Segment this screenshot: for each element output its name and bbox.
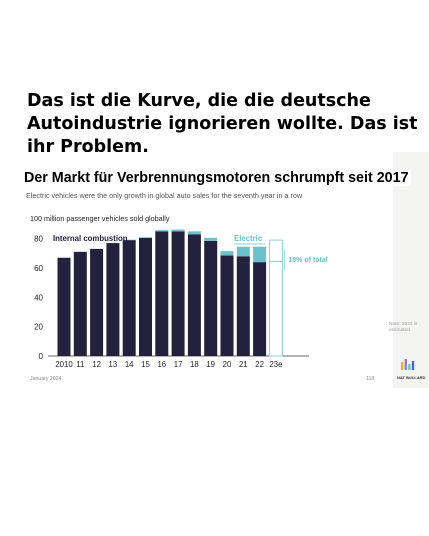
page-number: 118 — [366, 376, 375, 382]
bar-internal-combustion — [155, 231, 169, 356]
x-tick-label: 12 — [92, 360, 101, 369]
bar-electric — [139, 237, 152, 238]
bar-electric — [187, 231, 201, 235]
footer-date: January 2024 — [30, 376, 62, 382]
bar-internal-combustion — [220, 255, 234, 356]
x-tick-label: 11 — [76, 360, 84, 369]
bar-internal-combustion — [90, 248, 104, 356]
bar-internal-combustion — [253, 262, 267, 356]
x-tick-label: 23e — [269, 360, 282, 369]
x-tick-label: 16 — [157, 360, 166, 369]
x-tick-label: 21 — [239, 360, 248, 369]
y-tick-label: 80 — [34, 235, 43, 244]
bar-internal-combustion — [122, 240, 136, 356]
bar-electric — [204, 237, 218, 241]
y-tick-label: 60 — [34, 264, 43, 273]
series-label-electric: Electric — [234, 234, 263, 243]
y-tick-label: 40 — [34, 293, 43, 302]
x-tick-label: 14 — [125, 360, 134, 369]
bar-internal-combustion — [57, 257, 71, 356]
y-axis-unit-label: 100 million passenger vehicles sold glob… — [30, 214, 170, 223]
bar-internal-combustion — [171, 231, 185, 356]
y-tick-label: 20 — [34, 323, 43, 332]
bar-chart: 0 20 40 60 80 2010 11 12 13 14 15 16 17 18 19 20 21 22 23e… — [34, 229, 328, 369]
bar-internal-combustion — [73, 251, 87, 356]
chart-title: Der Markt für Verbrennungsmotoren schrum… — [24, 170, 411, 186]
x-tick-label: 18 — [190, 360, 199, 369]
bar-electric — [171, 229, 185, 232]
bar-internal-combustion — [236, 256, 250, 356]
bar-electric — [155, 230, 169, 232]
bar-internal-combustion — [204, 240, 218, 356]
x-tick-label: 19 — [206, 360, 215, 369]
bar-internal-combustion — [187, 234, 201, 356]
x-tick-label: 20 — [223, 360, 232, 369]
series-label-internal-combustion: Internal combustion — [53, 234, 128, 243]
bar-estimated-total — [268, 239, 283, 357]
annotation-share-label: 18% of total — [288, 257, 327, 264]
slide-side-panel — [393, 152, 429, 388]
x-tick-label: 13 — [109, 360, 118, 369]
chart-subtitle: Electric vehicles were the only growth i… — [26, 191, 303, 200]
brand-logo: NAT BULLARD — [397, 357, 426, 380]
x-tick-label: 17 — [174, 360, 183, 369]
bar-electric — [253, 246, 267, 263]
chart-note: Note: 2023 is estimated. — [389, 322, 418, 333]
bar-electric — [220, 251, 234, 256]
bar-internal-combustion — [139, 237, 152, 356]
x-tick-label: 15 — [141, 360, 150, 369]
x-tick-label: 2010 — [55, 360, 73, 369]
y-tick-label: 0 — [39, 352, 44, 361]
bar-electric — [236, 246, 250, 257]
bar-internal-combustion — [106, 243, 120, 356]
chart-slide: 0 20 40 60 80 2010 11 12 13 14 15 16 17 18 19 20 21 22 23e… — [17, 152, 429, 388]
caption-line-2: Autoindustrie ignorieren wollte. Das ist — [21, 112, 424, 136]
bar-logo-icon — [401, 359, 415, 370]
caption-line-1: Das ist die Kurve, die die deutsche — [21, 89, 377, 113]
x-tick-label: 22 — [255, 360, 264, 369]
logo-text: NAT BULLARD — [397, 375, 426, 380]
